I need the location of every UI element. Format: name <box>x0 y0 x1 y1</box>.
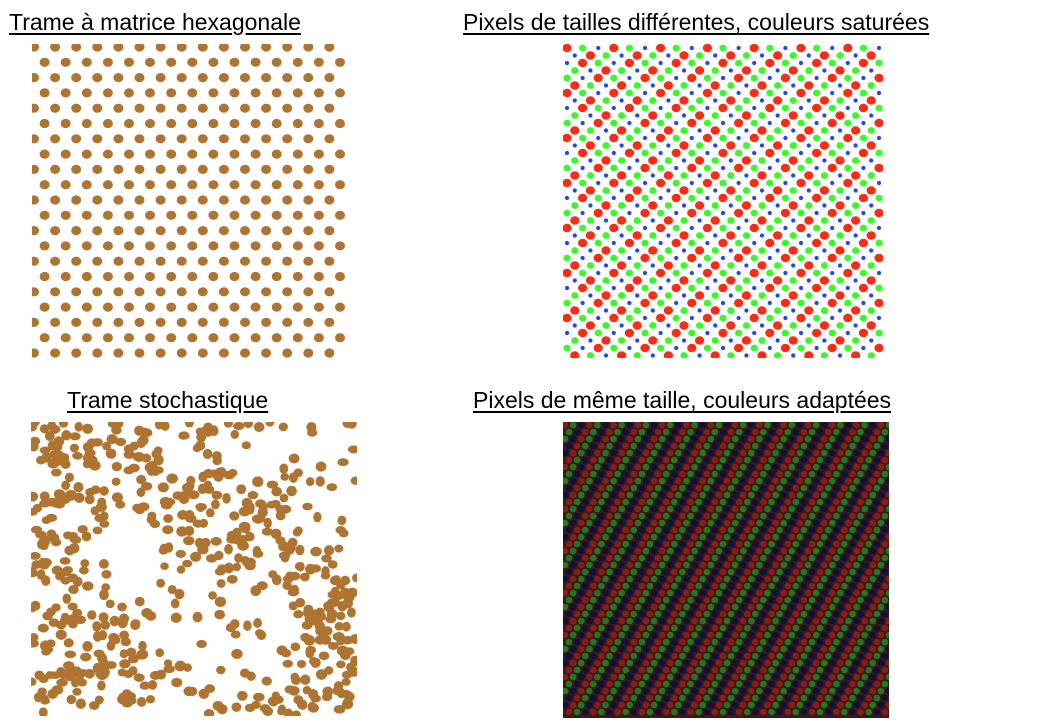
rgb-adapted-pixel-pattern <box>563 422 889 718</box>
caption-stochastic-screen: Trame stochastique <box>67 387 269 413</box>
caption-rgb-saturated: Pixels de tailles différentes, couleurs … <box>463 9 930 35</box>
rgb-saturated-pixel-pattern <box>563 44 883 358</box>
stochastic-screen-pattern <box>31 422 357 716</box>
hexagonal-screen-pattern <box>32 44 345 358</box>
caption-rgb-adapted: Pixels de même taille, couleurs adaptées <box>473 387 892 413</box>
caption-hexagonal-screen: Trame à matrice hexagonale <box>9 9 301 35</box>
